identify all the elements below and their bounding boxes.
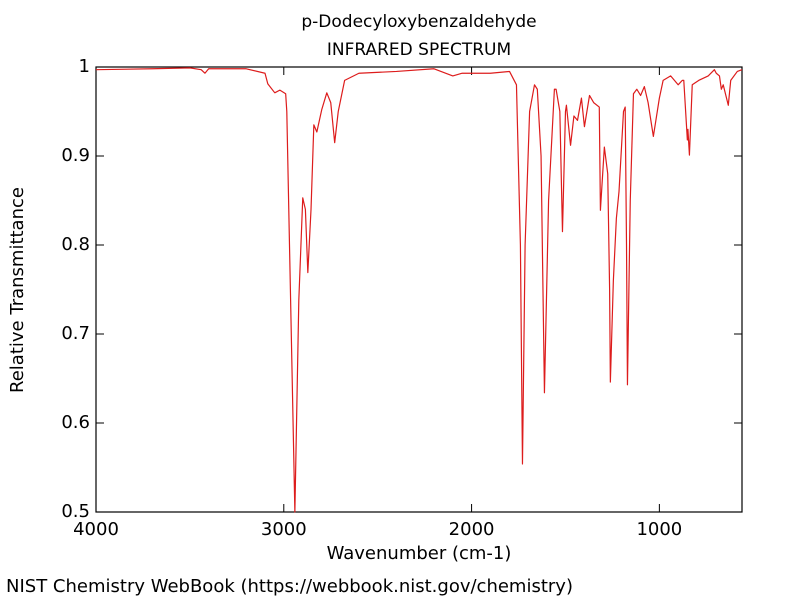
y-tick-label: 0.9 bbox=[61, 145, 90, 166]
y-tick-label: 0.7 bbox=[61, 323, 90, 344]
y-axis-label: Relative Transmittance bbox=[7, 187, 28, 393]
x-tick-label: 1000 bbox=[636, 519, 682, 540]
x-tick-label: 3000 bbox=[261, 519, 307, 540]
x-axis-label: Wavenumber (cm-1) bbox=[327, 543, 512, 564]
y-tick-label: 1 bbox=[79, 56, 90, 77]
chart-subtitle: INFRARED SPECTRUM bbox=[327, 40, 511, 60]
spectrum-line bbox=[95, 67, 743, 513]
source-note: NIST Chemistry WebBook (https://webbook.… bbox=[6, 576, 573, 597]
x-tick-label: 2000 bbox=[449, 519, 495, 540]
y-tick-label: 0.6 bbox=[61, 412, 90, 433]
x-tick-label: 4000 bbox=[73, 519, 119, 540]
y-tick-label: 0.5 bbox=[61, 501, 90, 522]
plot-frame bbox=[95, 66, 743, 513]
y-tick-label: 0.8 bbox=[61, 234, 90, 255]
chart-title: p-Dodecyloxybenzaldehyde bbox=[301, 12, 536, 32]
